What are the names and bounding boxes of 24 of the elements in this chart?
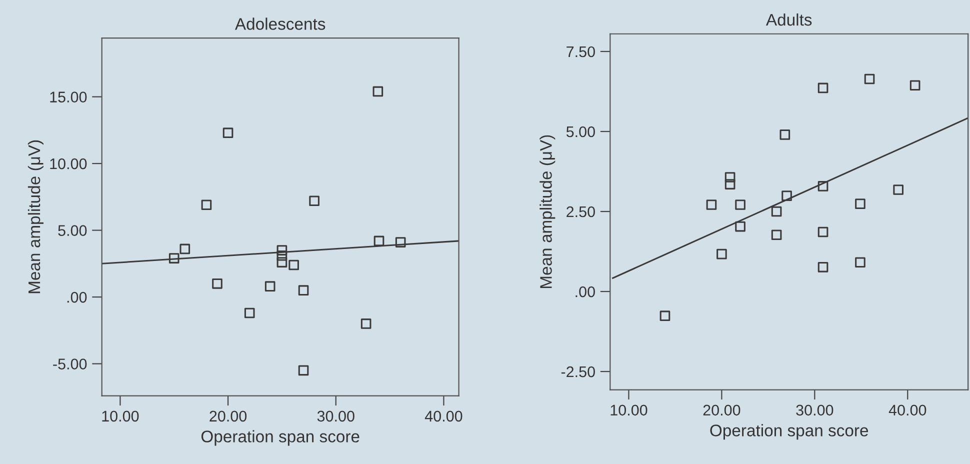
y-tick-label: 10.00 bbox=[50, 158, 87, 170]
y-tick-label: .00 bbox=[67, 292, 87, 303]
x-tick-label: 30.00 bbox=[796, 404, 834, 416]
y-tick-label: -2.50 bbox=[561, 366, 595, 378]
y-tick-label: 5.00 bbox=[566, 126, 595, 138]
y-tick-label: 7.50 bbox=[566, 46, 595, 58]
y-axis-title: Mean amplitude (μV) bbox=[28, 140, 44, 294]
x-tick-label: 30.00 bbox=[317, 410, 354, 422]
y-tick-label: 15.00 bbox=[50, 92, 87, 102]
x-tick-label: 40.00 bbox=[888, 404, 926, 416]
chart-title: Adolescents bbox=[234, 18, 326, 30]
x-tick-label: 40.00 bbox=[424, 410, 462, 422]
y-tick-label: .00 bbox=[576, 286, 595, 298]
y-tick-label: 5.00 bbox=[58, 225, 87, 236]
x-tick-label: 10.00 bbox=[610, 404, 648, 416]
x-tick-label: 20.00 bbox=[210, 410, 247, 422]
y-axis-title: Mean amplitude (μV) bbox=[540, 135, 556, 288]
x-axis-title: Operation span score bbox=[201, 430, 360, 446]
y-tick-label: 2.50 bbox=[566, 206, 595, 218]
chart-title: Adults bbox=[766, 13, 812, 26]
x-tick-label: 20.00 bbox=[703, 404, 740, 416]
y-tick-label: -5.00 bbox=[53, 358, 87, 370]
x-axis-title: Operation span score bbox=[710, 424, 868, 440]
x-tick-label: 10.00 bbox=[102, 410, 139, 422]
